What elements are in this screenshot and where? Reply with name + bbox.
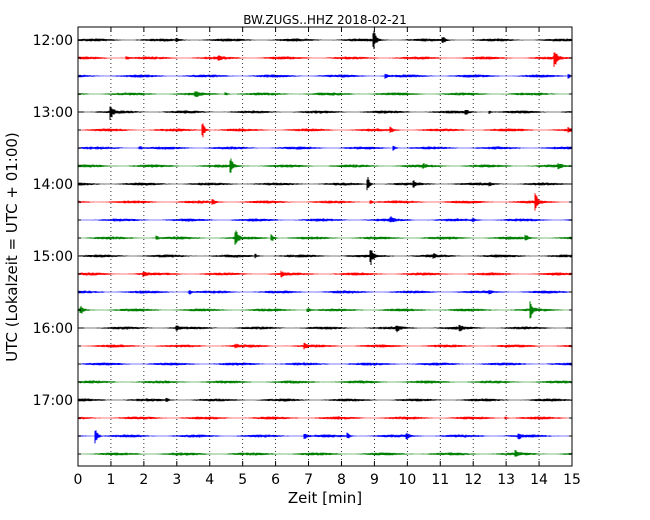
x-tick-labels: 0 1 2 3 4 5 6 7 8 9 10 11 12 13 14 15 [74, 472, 581, 488]
trace-9 [77, 177, 573, 191]
trace-10 [77, 193, 573, 211]
trace-13 [77, 250, 573, 265]
x-tick-label-11: 11 [431, 472, 449, 488]
x-tick-label-9: 9 [370, 472, 379, 488]
y-axis-label: UTC (Lokalzeit = UTC + 01:00) [3, 132, 21, 362]
x-tick-label-3: 3 [172, 472, 181, 488]
trace-23 [77, 430, 573, 444]
trace-12 [77, 230, 573, 245]
trace-11 [77, 216, 573, 223]
y-tick-label-1400: 14:00 [33, 177, 73, 193]
y-tick-label-1200: 12:00 [33, 33, 73, 49]
trace-24 [77, 450, 573, 457]
x-tick-label-5: 5 [238, 472, 247, 488]
y-tick-labels: 12:00 13:00 14:00 15:00 16:00 17:00 [33, 33, 73, 409]
traces-layer [77, 30, 573, 457]
chart-title: BW.ZUGS..HHZ 2018-02-21 [243, 13, 406, 27]
trace-20 [77, 380, 573, 384]
trace-18 [77, 342, 573, 350]
trace-1 [77, 30, 573, 50]
y-tick-label-1300: 13:00 [33, 105, 73, 121]
trace-4 [77, 91, 573, 97]
x-tick-label-4: 4 [205, 472, 214, 488]
x-tick-label-0: 0 [74, 472, 83, 488]
trace-2 [77, 52, 573, 67]
trace-17 [77, 324, 573, 333]
plot-frame [77, 26, 573, 467]
x-tick-label-8: 8 [337, 472, 346, 488]
x-tick-label-14: 14 [530, 472, 548, 488]
x-tick-label-1: 1 [106, 472, 115, 488]
x-tick-label-7: 7 [304, 472, 313, 488]
trace-15 [77, 290, 573, 295]
x-tick-label-12: 12 [464, 472, 482, 488]
y-tick-label-1700: 17:00 [33, 393, 73, 409]
trace-6 [77, 123, 573, 138]
trace-8 [77, 158, 573, 173]
trace-3 [77, 73, 573, 79]
x-axis-label: Zeit [min] [288, 489, 362, 507]
y-tick-label-1500: 15:00 [33, 249, 73, 265]
x-tick-label-10: 10 [398, 472, 416, 488]
trace-14 [77, 270, 573, 278]
trace-22 [77, 416, 573, 420]
x-tick-label-6: 6 [271, 472, 280, 488]
trace-21 [77, 397, 573, 402]
x-tick-label-13: 13 [497, 472, 515, 488]
trace-7 [77, 145, 573, 151]
x-tick-label-15: 15 [563, 472, 581, 488]
y-tick-label-1600: 16:00 [33, 321, 73, 337]
trace-5 [77, 106, 573, 120]
trace-19 [77, 362, 573, 366]
x-tick-label-2: 2 [139, 472, 148, 488]
trace-16 [77, 301, 573, 319]
